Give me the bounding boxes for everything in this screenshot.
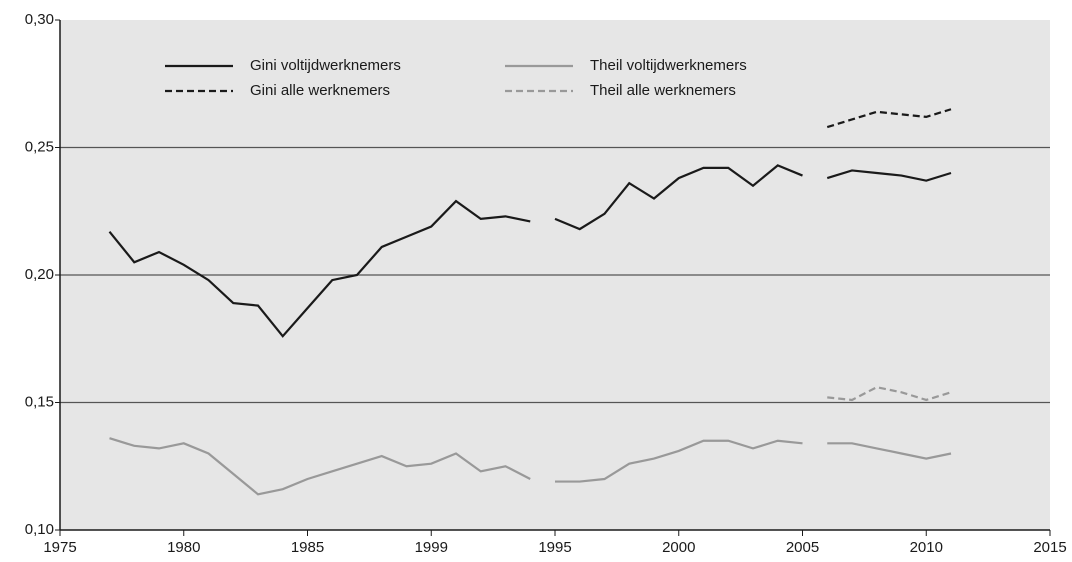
y-tick-label: 0,25 — [25, 138, 54, 155]
legend-label: Theil voltijdwerknemers — [590, 57, 747, 74]
y-tick-label: 0,20 — [25, 266, 54, 283]
y-tick-label: 0,15 — [25, 393, 54, 410]
line-series — [826, 108, 952, 129]
x-tick-label: 1999 — [415, 539, 448, 556]
line-series — [109, 437, 952, 496]
legend-label: Gini voltijdwerknemers — [250, 57, 401, 74]
x-tick-label: 2005 — [786, 539, 819, 556]
legend-label: Theil alle werknemers — [590, 82, 736, 99]
x-tick-label: 2000 — [662, 539, 695, 556]
y-tick-label: 0,10 — [25, 521, 54, 538]
x-tick-label: 1975 — [43, 539, 76, 556]
x-tick-label: 1980 — [167, 539, 200, 556]
x-tick-label: 2010 — [910, 539, 943, 556]
x-tick-label: 1995 — [538, 539, 571, 556]
line-series — [108, 164, 952, 338]
x-tick-label: 2015 — [1033, 539, 1066, 556]
x-tick-label: 1985 — [291, 539, 324, 556]
legend-label: Gini alle werknemers — [250, 82, 390, 99]
y-tick-label: 0,30 — [25, 11, 54, 28]
